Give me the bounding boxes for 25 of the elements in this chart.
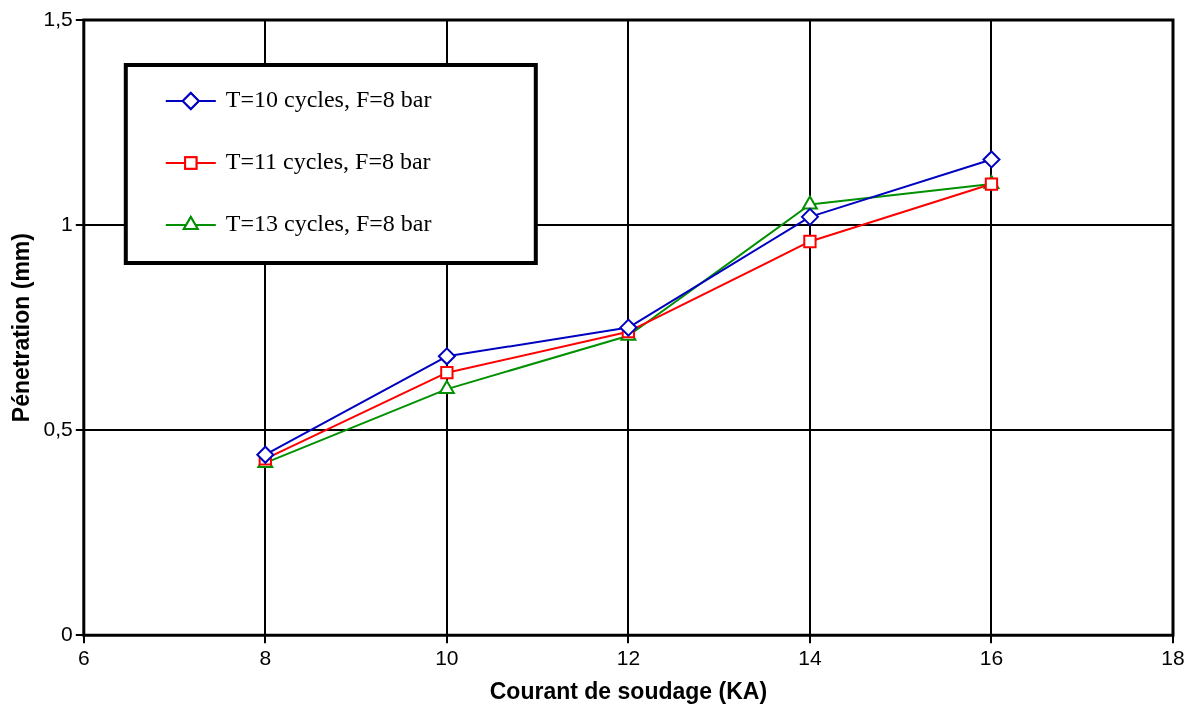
point bbox=[438, 380, 455, 395]
legend-label: T=10 cycles, F=8 bar bbox=[225, 86, 432, 113]
point bbox=[619, 318, 638, 337]
point bbox=[800, 207, 819, 226]
y-tick-label: 0 bbox=[61, 622, 73, 645]
legend-label: T=13 cycles, F=8 bar bbox=[225, 210, 432, 237]
point bbox=[256, 445, 275, 464]
y-axis-title: Pénetration (mm) bbox=[8, 233, 35, 423]
point bbox=[803, 234, 817, 249]
x-tick-label: 16 bbox=[979, 645, 1004, 669]
x-axis-title: Courant de soudage (KA) bbox=[489, 677, 768, 704]
y-tick-label: 1 bbox=[61, 211, 73, 235]
y-tick-label: 1,5 bbox=[43, 6, 73, 30]
x-tick-label: 6 bbox=[77, 645, 90, 669]
point bbox=[440, 366, 454, 380]
point bbox=[982, 150, 1001, 169]
point bbox=[437, 347, 456, 366]
x-tick-label: 10 bbox=[435, 645, 459, 669]
legend-label: T=11 cycles, F=8 bar bbox=[225, 148, 431, 175]
x-tick-label: 18 bbox=[1161, 645, 1185, 669]
point bbox=[802, 195, 818, 210]
y-tick-label: 0,5 bbox=[43, 416, 73, 440]
x-tick-label: 12 bbox=[616, 645, 641, 669]
x-tick-label: 8 bbox=[259, 645, 272, 669]
x-tick-label: 14 bbox=[798, 645, 822, 669]
